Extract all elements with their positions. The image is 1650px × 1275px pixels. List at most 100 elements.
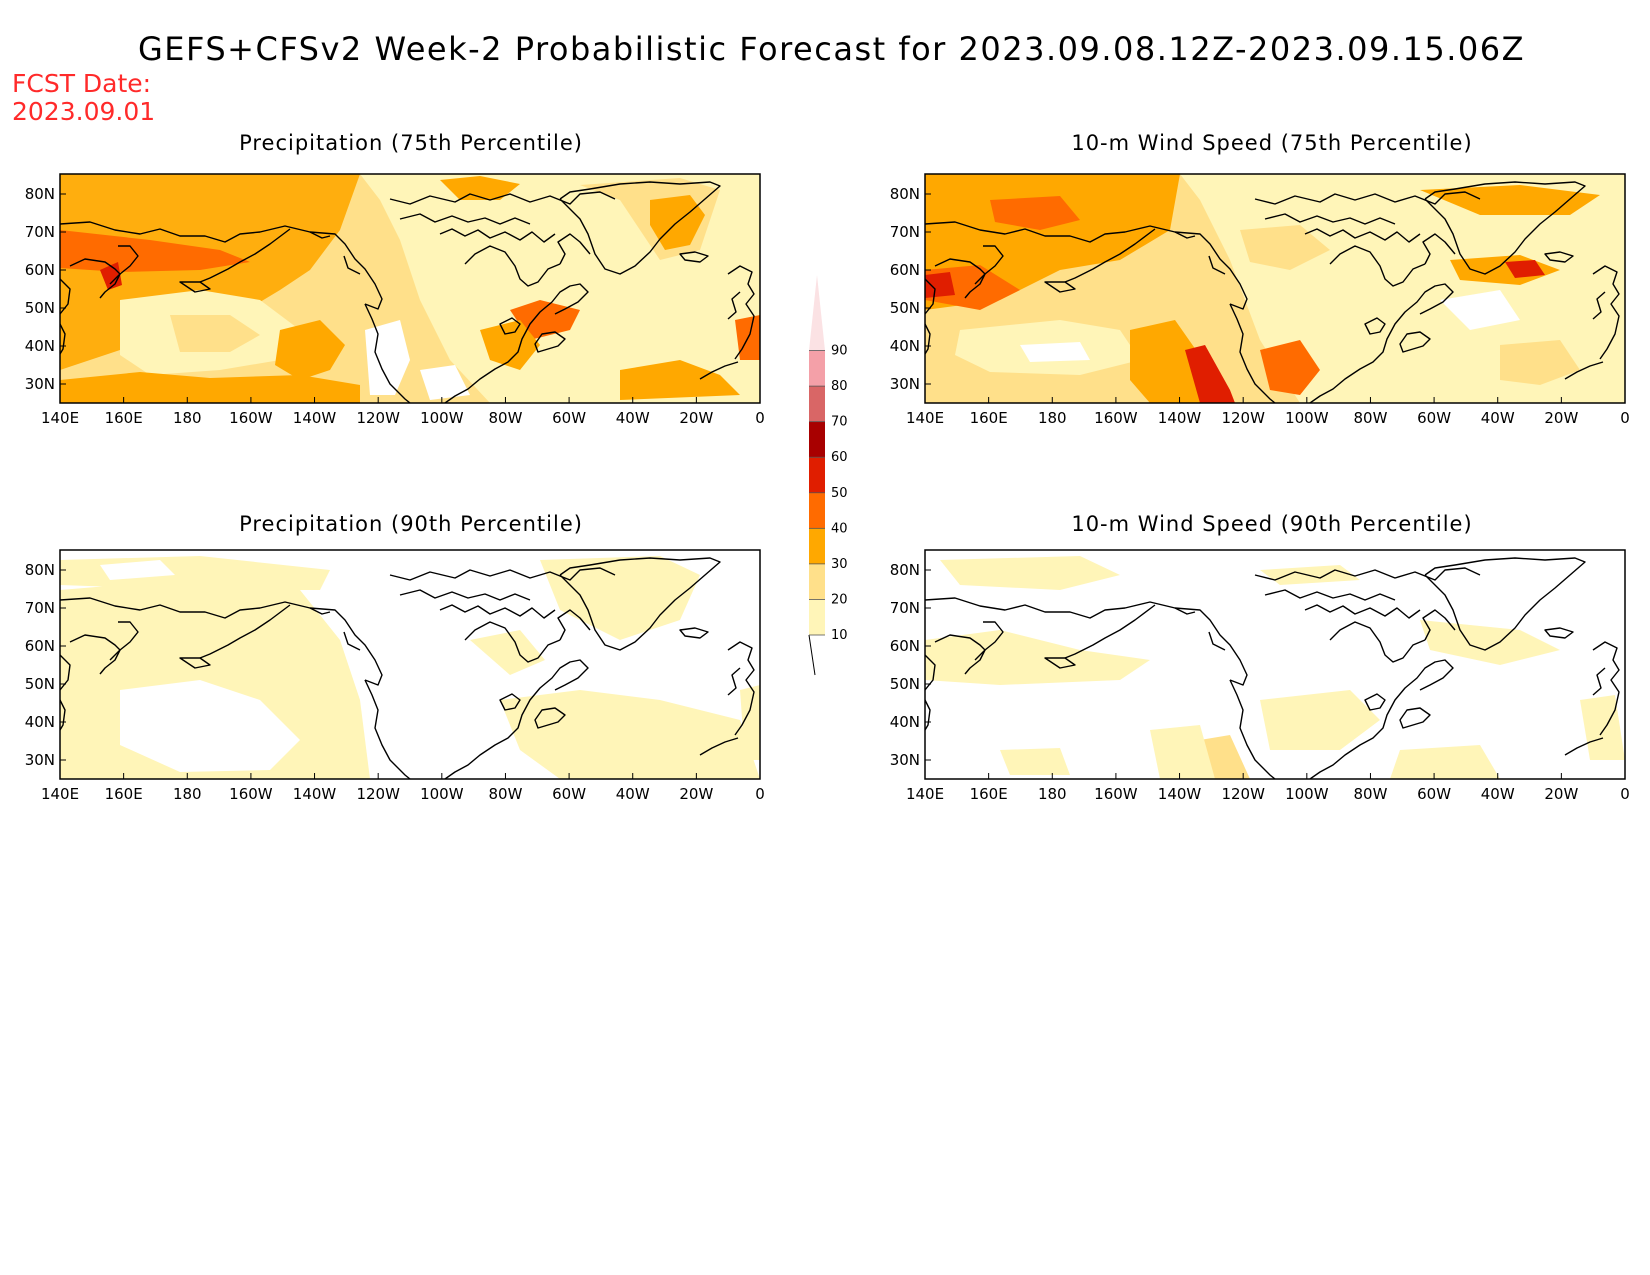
lat-tick-label: 60N: [25, 637, 55, 655]
lon-tick-label: 20W: [679, 785, 713, 803]
panel-title-wind-90: 10-m Wind Speed (90th Percentile): [1071, 512, 1473, 536]
lon-tick-label: 100W: [1285, 409, 1329, 427]
lon-tick-label: 40W: [616, 409, 650, 427]
lat-tick-label: 40N: [25, 337, 55, 355]
lat-tick-label: 80N: [890, 185, 920, 203]
colorbar-swatch: [809, 599, 825, 635]
lat-tick-label: 30N: [890, 751, 920, 769]
colorbar-swatch: [809, 421, 825, 458]
fcst-date-value: 2023.09.01: [12, 97, 156, 126]
lat-tick-label: 50N: [890, 299, 920, 317]
colorbar-swatch: [809, 528, 825, 564]
lon-tick-label: 140E: [906, 409, 944, 427]
lat-tick-label: 60N: [25, 261, 55, 279]
lon-tick-label: 60W: [552, 785, 586, 803]
lon-tick-label: 140E: [41, 785, 79, 803]
lat-tick-label: 80N: [25, 561, 55, 579]
panel-precip-75: [59, 173, 761, 404]
lon-tick-label: 80W: [1353, 409, 1387, 427]
lat-tick-label: 40N: [890, 337, 920, 355]
fcst-date-caption: FCST Date:: [12, 69, 152, 98]
panel-wind-90: [924, 549, 1626, 780]
colorbar-level-label: 50: [831, 486, 848, 501]
lon-tick-label: 180: [1038, 785, 1067, 803]
colorbar-swatch: [809, 457, 825, 493]
lon-tick-label: 160W: [229, 409, 273, 427]
lon-tick-label: 120W: [1221, 409, 1265, 427]
lon-tick-label: 120W: [356, 785, 400, 803]
colorbar-level-label: 60: [831, 450, 848, 465]
lat-tick-label: 40N: [25, 713, 55, 731]
colorbar-level-label: 10: [831, 628, 848, 643]
lat-tick-label: 30N: [25, 751, 55, 769]
lon-tick-label: 140W: [1158, 785, 1202, 803]
lat-tick-label: 60N: [890, 261, 920, 279]
lat-tick-label: 40N: [890, 713, 920, 731]
lon-tick-label: 160E: [105, 785, 143, 803]
lat-tick-label: 80N: [25, 185, 55, 203]
precip-75-probability-shading: [60, 174, 760, 403]
lon-tick-label: 20W: [1544, 785, 1578, 803]
lat-tick-label: 50N: [890, 675, 920, 693]
lon-tick-label: 0: [1620, 785, 1630, 803]
lat-tick-label: 50N: [25, 299, 55, 317]
colorbar-swatch: [809, 350, 825, 387]
lon-tick-label: 140E: [906, 785, 944, 803]
lat-tick-label: 50N: [25, 675, 55, 693]
lon-tick-label: 120W: [356, 409, 400, 427]
lon-tick-label: 20W: [1544, 409, 1578, 427]
colorbar-level-label: 70: [831, 415, 848, 430]
colorbar: 10 20 30 40 50 60 70 80 90: [808, 275, 848, 676]
lat-tick-label: 30N: [25, 375, 55, 393]
lon-tick-label: 100W: [1285, 785, 1329, 803]
map-axes: 140E 160E 180 160W 140W 120W 100W 80W 60W 40W 20W 0…: [25, 185, 1630, 803]
lon-tick-label: 160W: [229, 785, 273, 803]
lon-tick-label: 160E: [970, 785, 1008, 803]
lon-tick-label: 140E: [41, 409, 79, 427]
lon-tick-label: 40W: [1481, 409, 1515, 427]
colorbar-swatch: [809, 275, 825, 351]
lon-tick-label: 180: [173, 785, 202, 803]
lon-tick-label: 0: [755, 785, 765, 803]
lon-tick-label: 60W: [1417, 409, 1451, 427]
lat-tick-label: 70N: [890, 223, 920, 241]
lon-tick-label: 140W: [1158, 409, 1202, 427]
lon-tick-label: 180: [173, 409, 202, 427]
lon-tick-label: 100W: [420, 409, 464, 427]
figure-title: GEFS+CFSv2 Week-2 Probabilistic Forecast…: [138, 30, 1526, 68]
panel-title-precip-75: Precipitation (75th Percentile): [239, 131, 583, 155]
forecast-date-label: FCST Date: 2023.09.01: [12, 70, 155, 126]
lon-tick-label: 80W: [1353, 785, 1387, 803]
colorbar-level-label: 90: [831, 344, 848, 359]
colorbar-swatch: [809, 492, 825, 529]
lon-tick-label: 160E: [970, 409, 1008, 427]
colorbar-swatch: [809, 563, 825, 600]
panel-title-precip-90: Precipitation (90th Percentile): [239, 512, 583, 536]
lon-tick-label: 160E: [105, 409, 143, 427]
panel-title-wind-75: 10-m Wind Speed (75th Percentile): [1071, 131, 1473, 155]
colorbar-swatch: [809, 386, 825, 422]
lon-tick-label: 140W: [293, 785, 337, 803]
lat-tick-label: 70N: [890, 599, 920, 617]
lon-tick-label: 140W: [293, 409, 337, 427]
lat-tick-label: 70N: [25, 223, 55, 241]
precip-90-probability-shading: [60, 550, 760, 779]
lon-tick-label: 20W: [679, 409, 713, 427]
panel-precip-90: [59, 549, 761, 780]
colorbar-level-label: 20: [831, 592, 848, 607]
lon-tick-label: 160W: [1094, 409, 1138, 427]
lon-tick-label: 0: [1620, 409, 1630, 427]
lat-tick-label: 70N: [25, 599, 55, 617]
lon-tick-label: 0: [755, 409, 765, 427]
lon-tick-label: 120W: [1221, 785, 1265, 803]
lon-tick-label: 40W: [616, 785, 650, 803]
lon-tick-label: 40W: [1481, 785, 1515, 803]
wind-75-probability-shading: [925, 174, 1625, 403]
lat-tick-label: 60N: [890, 637, 920, 655]
colorbar-level-label: 30: [831, 557, 848, 572]
colorbar-tail: [808, 634, 816, 676]
lon-tick-label: 60W: [552, 409, 586, 427]
lon-tick-label: 160W: [1094, 785, 1138, 803]
lon-tick-label: 60W: [1417, 785, 1451, 803]
